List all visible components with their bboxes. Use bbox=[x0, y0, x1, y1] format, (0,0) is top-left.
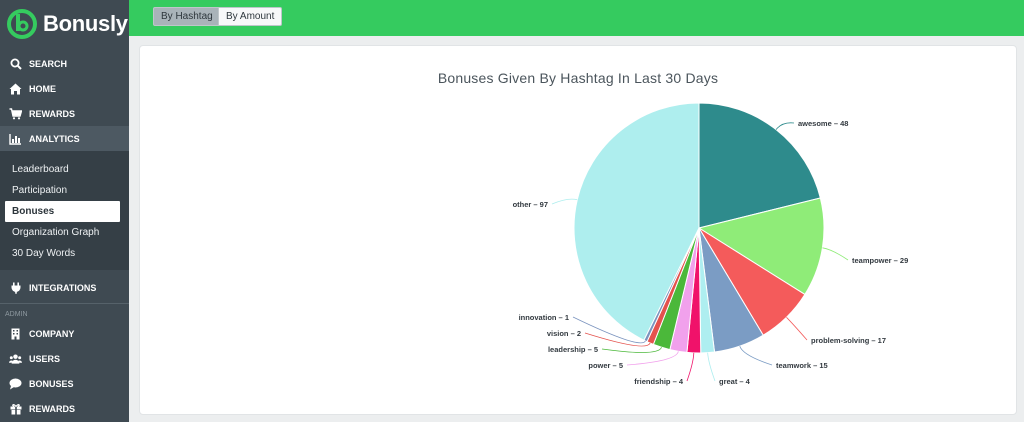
nav-integrations[interactable]: INTEGRATIONS bbox=[0, 275, 129, 300]
nav-label: COMPANY bbox=[29, 328, 75, 339]
plug-icon bbox=[9, 282, 22, 294]
top-bar: By Hashtag By Amount bbox=[129, 0, 1024, 36]
nav-home[interactable]: HOME bbox=[0, 76, 129, 101]
nav-label: BONUSES bbox=[29, 378, 74, 389]
nav-users[interactable]: USERS bbox=[0, 346, 129, 371]
connector-awesome bbox=[775, 122, 795, 130]
pie-slice-other[interactable] bbox=[573, 102, 700, 341]
logo[interactable]: Bonusly bbox=[0, 0, 129, 47]
pie-slice-teampower[interactable] bbox=[697, 197, 825, 296]
slice-label-problem-solving: problem-solving – 17 bbox=[811, 336, 886, 345]
slice-label-teampower: teampower – 29 bbox=[852, 256, 908, 265]
connector-other bbox=[551, 198, 578, 205]
gift-icon bbox=[9, 403, 22, 415]
nav-company[interactable]: COMPANY bbox=[0, 321, 129, 346]
chart-title: Bonuses Given By Hashtag In Last 30 Days bbox=[437, 70, 719, 86]
connector-teampower bbox=[822, 247, 849, 261]
pie-chart: awesome – 48 teampower – 29 problem-solvin… bbox=[513, 102, 908, 386]
subnav-leaderboard[interactable]: Leaderboard bbox=[12, 164, 69, 175]
slice-label-teamwork: teamwork – 15 bbox=[776, 361, 828, 370]
slice-label-innovation: innovation – 1 bbox=[519, 313, 569, 322]
building-icon bbox=[9, 328, 22, 340]
logo-text: Bonusly bbox=[43, 10, 128, 36]
analytics-subnav: Leaderboard Participation Bonuses Organi… bbox=[0, 151, 129, 270]
connector-leadership bbox=[601, 347, 662, 353]
subnav-30-day-words[interactable]: 30 Day Words bbox=[12, 248, 76, 259]
connector-great bbox=[707, 352, 716, 382]
slice-label-vision: vision – 2 bbox=[547, 329, 581, 338]
connector-vision bbox=[584, 332, 651, 347]
connector-teamwork bbox=[739, 346, 773, 366]
search-icon bbox=[9, 58, 22, 70]
subnav-bonuses[interactable]: Bonuses bbox=[5, 201, 120, 222]
slice-label-awesome: awesome – 48 bbox=[798, 119, 848, 128]
nav-label: REWARDS bbox=[29, 403, 76, 414]
users-icon bbox=[9, 353, 22, 365]
subnav-participation[interactable]: Participation bbox=[12, 185, 68, 196]
by-hashtag-toggle[interactable]: By Hashtag bbox=[153, 7, 221, 26]
nav-label: USERS bbox=[29, 353, 61, 364]
logo-icon bbox=[7, 8, 37, 39]
slice-label-other: other – 97 bbox=[513, 200, 548, 209]
slice-label-friendship: friendship – 4 bbox=[634, 377, 684, 386]
nav-admin-rewards[interactable]: REWARDS bbox=[0, 396, 129, 421]
analytics-icon bbox=[9, 133, 22, 145]
nav-label: INTEGRATIONS bbox=[29, 282, 97, 293]
nav-label: SEARCH bbox=[29, 58, 68, 69]
nav-label: ANALYTICS bbox=[29, 133, 80, 144]
connector-problem-solving bbox=[786, 317, 808, 341]
chat-icon bbox=[9, 378, 22, 390]
slice-label-great: great – 4 bbox=[719, 377, 751, 386]
chart-card: Bonuses Given By Hashtag In Last 30 Days… bbox=[139, 45, 1017, 415]
cart-icon bbox=[9, 107, 22, 120]
by-amount-toggle[interactable]: By Amount bbox=[218, 7, 283, 26]
home-icon bbox=[9, 83, 22, 95]
nav-label: HOME bbox=[29, 83, 56, 94]
admin-section-label: ADMIN bbox=[0, 303, 129, 321]
slice-label-power: power – 5 bbox=[588, 361, 623, 370]
nav-label: REWARDS bbox=[29, 108, 76, 119]
connector-friendship bbox=[686, 352, 695, 382]
subnav-organization-graph[interactable]: Organization Graph bbox=[12, 227, 100, 238]
connector-power bbox=[626, 351, 679, 366]
nav-analytics[interactable]: ANALYTICS bbox=[0, 126, 129, 151]
nav-search[interactable]: SEARCH bbox=[0, 51, 129, 76]
sidebar: Bonusly SEARCH HOME REWARDS ANALYTICS bbox=[0, 0, 129, 422]
nav-rewards[interactable]: REWARDS bbox=[0, 101, 129, 126]
slice-label-leadership: leadership – 5 bbox=[548, 345, 598, 354]
nav-admin-bonuses[interactable]: BONUSES bbox=[0, 371, 129, 396]
connector-innovation bbox=[572, 316, 646, 344]
